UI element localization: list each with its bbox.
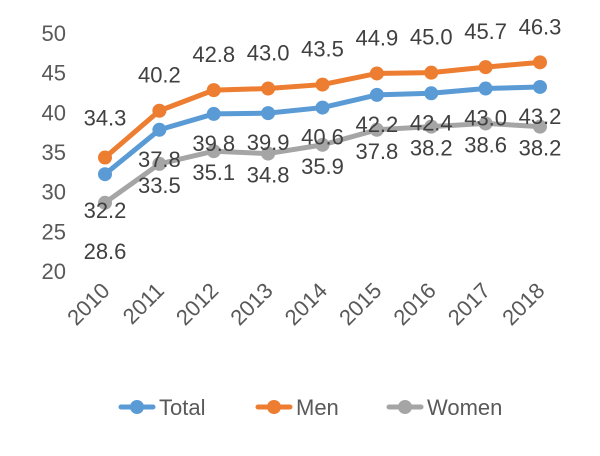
x-tick-label: 2016 [388,278,440,330]
y-tick-label: 20 [42,259,66,284]
data-point-total [261,106,276,121]
data-point-total [152,122,167,137]
data-point-women [152,156,167,171]
data-label-men: 42.8 [192,42,235,67]
x-tick-label: 2011 [118,278,169,329]
x-tick-label: 2017 [443,278,495,330]
data-point-men [315,77,330,92]
data-point-women [533,119,547,134]
x-tick-label: 2013 [225,278,277,330]
legend-label: Women [427,395,502,420]
data-point-women [369,122,384,137]
data-label-total: 32.2 [84,198,127,223]
data-label-total: 40.6 [301,125,344,150]
data-label-men: 45.0 [410,25,453,50]
data-point-men [533,55,547,70]
data-point-men [261,81,276,96]
data-label-women: 34.8 [247,163,290,188]
series-layer [98,55,547,210]
y-tick-label: 35 [42,140,66,165]
y-tick-label: 45 [42,61,66,86]
x-tick-label: 2014 [280,278,332,330]
data-label-women: 38.2 [519,136,562,161]
data-point-total [478,81,493,96]
data-label-total: 39.9 [247,130,290,155]
data-label-men: 43.5 [301,37,344,62]
data-label-total: 42.4 [410,110,453,135]
y-tick-label: 25 [42,219,66,244]
x-tick-label: 2015 [334,278,386,330]
y-tick-label: 40 [42,100,66,125]
data-label-women: 33.5 [138,173,181,198]
data-point-men [206,83,221,98]
data-label-women: 37.8 [355,139,398,164]
legend-swatch-marker [398,400,412,414]
data-point-total [315,100,330,115]
data-point-women [98,195,112,210]
data-label-men: 45.7 [464,19,507,44]
legend-item-women: Women [386,395,502,420]
data-point-women [261,146,276,161]
data-point-men [424,65,439,80]
data-label-men: 46.3 [519,14,562,39]
y-axis-ticks: 20 25 30 35 40 45 50 [42,21,66,284]
legend-item-total: Total [118,395,205,420]
data-label-total: 43.0 [464,106,507,131]
data-labels: 32.2 37.8 39.8 39.9 40.6 42.2 42.4 43.0 43.2 34.3… [84,14,562,263]
data-point-women [478,116,493,131]
data-point-total [206,106,221,121]
data-point-total [533,79,547,94]
data-point-total [424,86,439,101]
data-point-women [206,144,221,159]
data-label-total: 42.2 [355,112,398,137]
data-label-men: 44.9 [355,25,398,50]
data-point-total [369,87,384,102]
data-label-total: 43.2 [519,104,562,129]
legend-label: Men [296,395,339,420]
data-label-men: 40.2 [138,63,181,88]
legend-swatch-marker [130,400,144,414]
legend-swatch-marker [267,400,281,414]
x-tick-label: 2012 [171,278,223,330]
data-point-men [369,66,384,81]
legend-item-men: Men [255,395,339,420]
data-point-women [315,137,330,152]
x-axis-ticks: 2010 2011 2012 2013 2014 2015 2016 2017 2018 [62,278,549,330]
legend-label: Total [159,395,205,420]
data-point-total [98,167,112,182]
y-tick-label: 50 [42,21,66,46]
data-label-women: 38.6 [464,132,507,157]
data-label-total: 37.8 [138,147,181,172]
data-point-men [152,103,167,118]
data-point-women [424,119,439,134]
data-label-women: 35.1 [192,160,235,185]
data-label-total: 39.8 [192,131,235,156]
data-label-women: 35.9 [301,154,344,179]
data-point-men [98,150,112,165]
data-label-women: 38.2 [410,136,453,161]
x-tick-label: 2010 [62,278,114,330]
y-tick-label: 30 [42,180,66,205]
data-label-men: 43.0 [247,41,290,66]
data-label-women: 28.6 [84,239,127,264]
x-tick-label: 2018 [497,278,549,330]
data-point-men [478,60,493,75]
data-label-men: 34.3 [84,106,127,131]
legend: Total Men Women [118,395,502,420]
